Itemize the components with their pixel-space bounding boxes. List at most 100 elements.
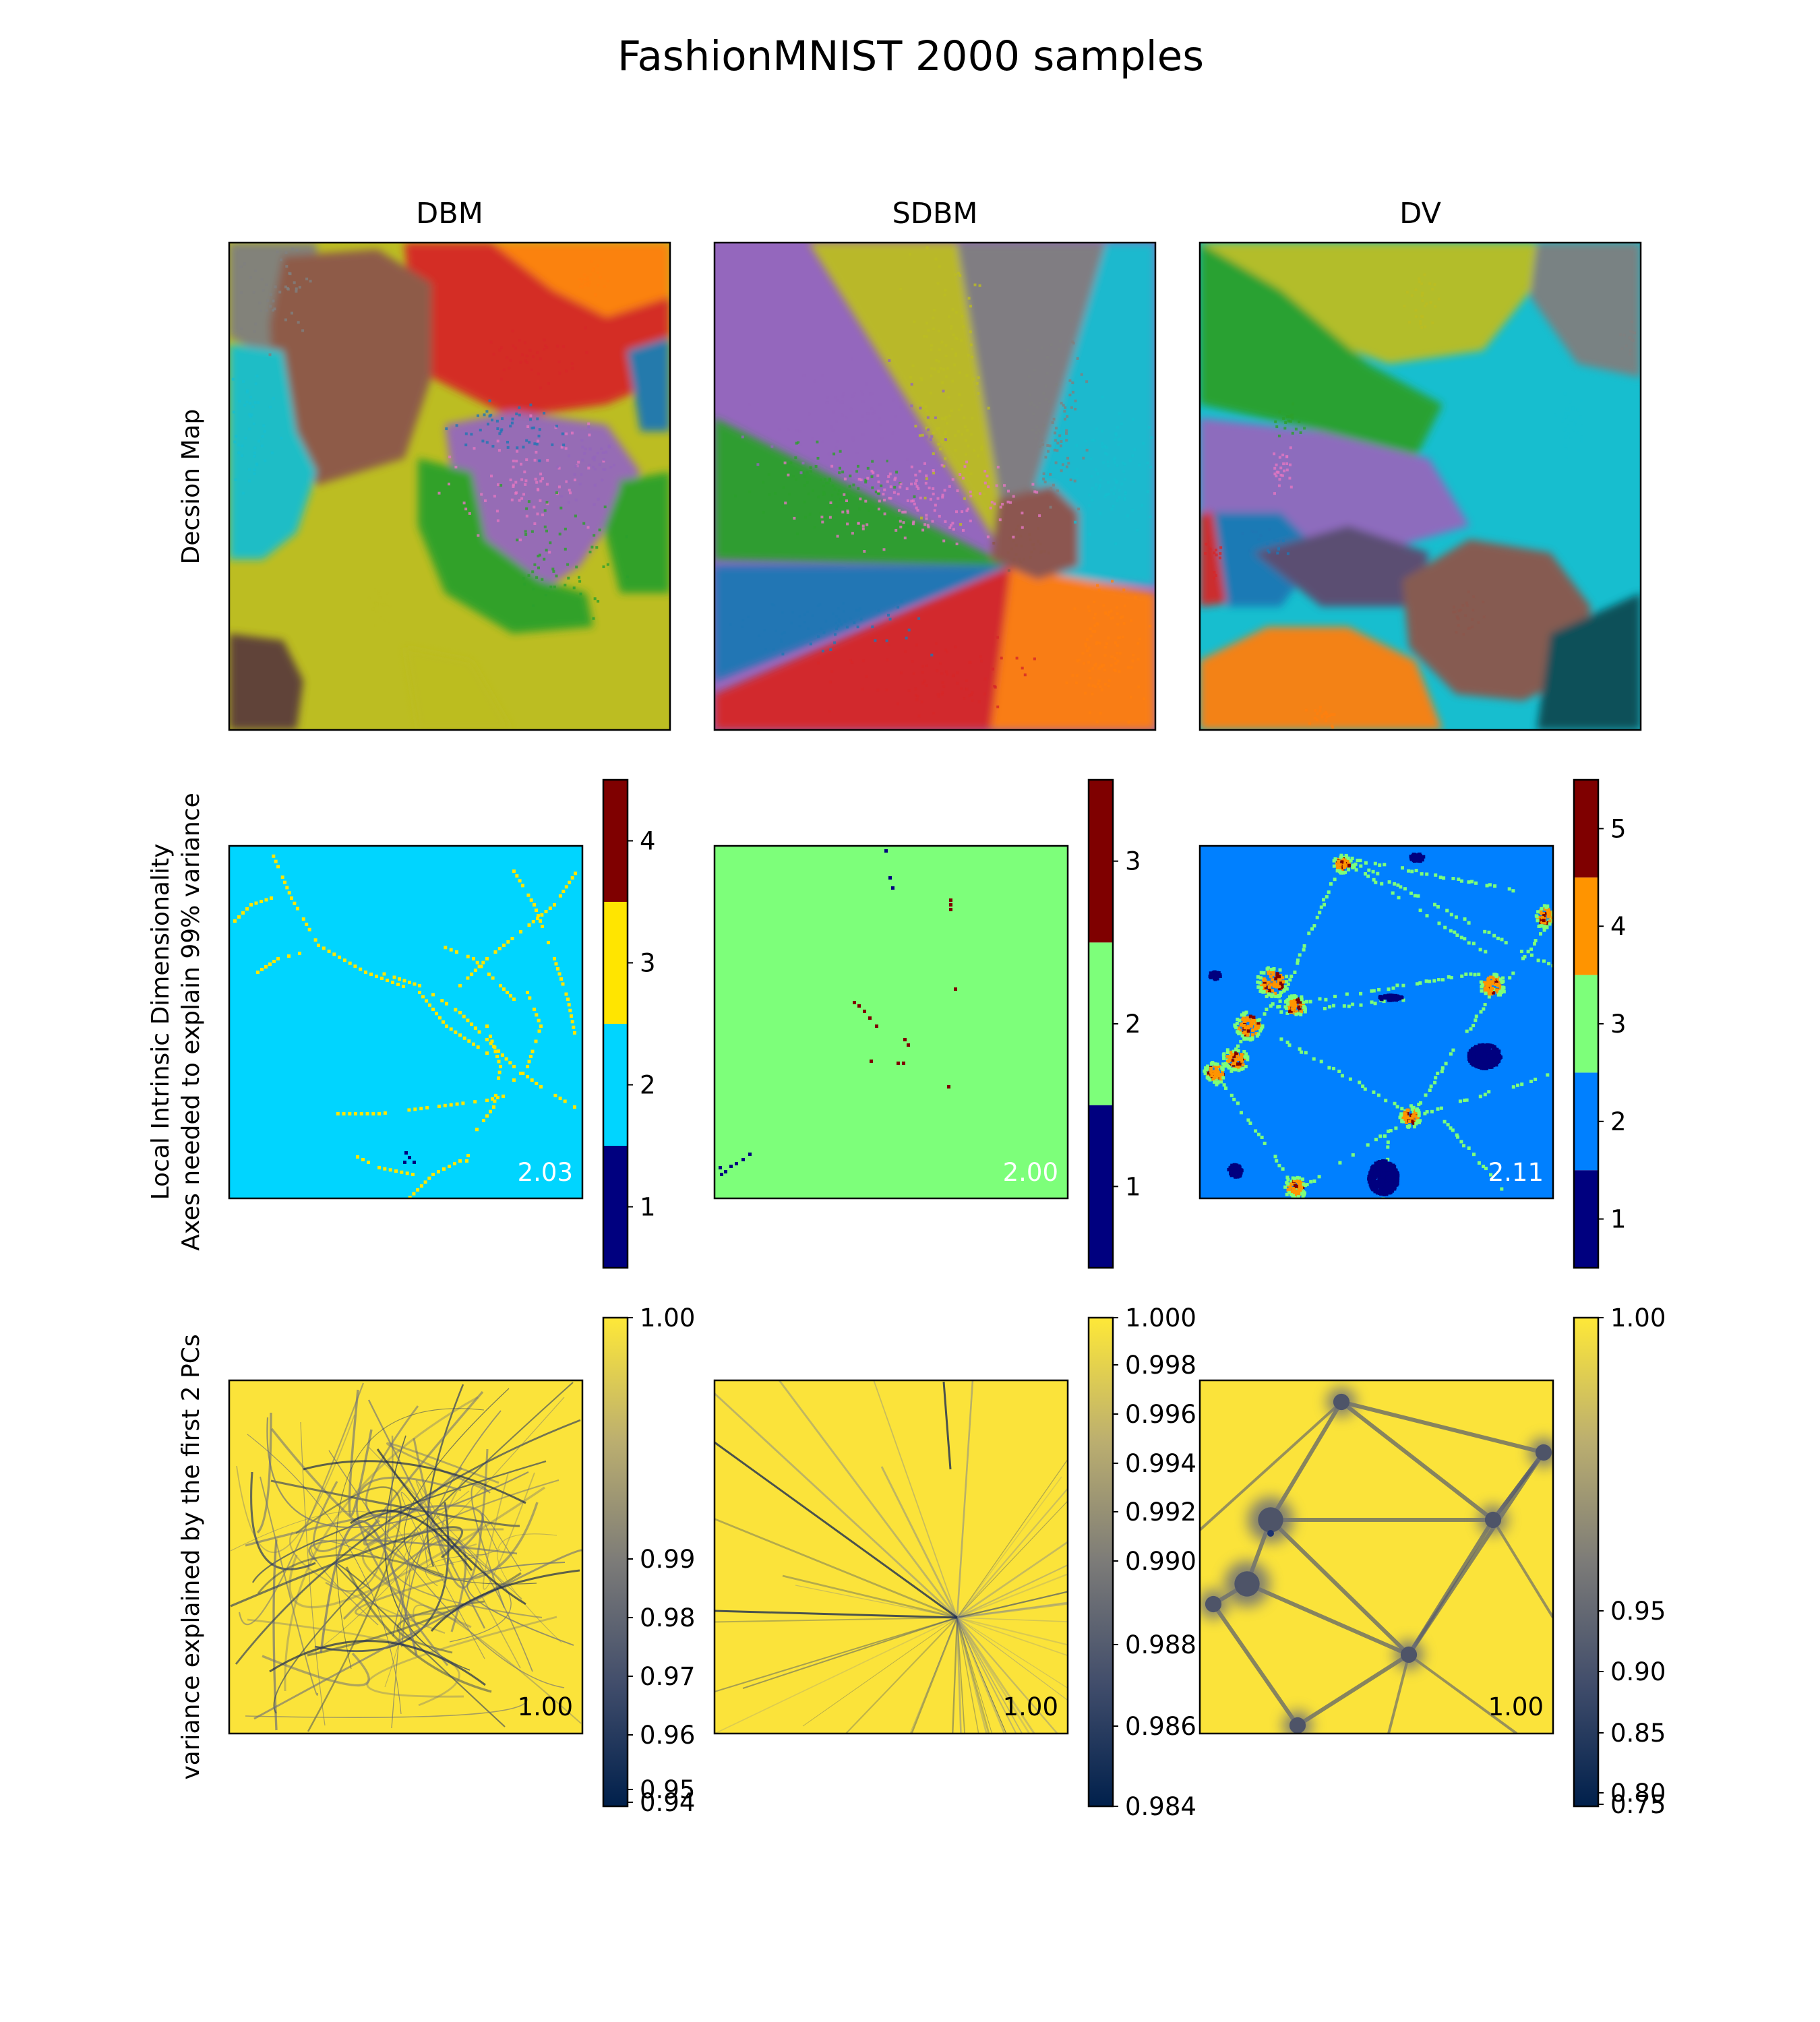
lid-pixel [557,972,562,976]
sample-point [1118,489,1121,492]
sample-point [1049,506,1052,509]
sample-point [897,605,900,609]
lid-pixel [1424,979,1428,983]
sample-point [987,406,990,410]
sample-point [293,281,296,284]
lid-pixel [1211,1077,1215,1081]
lid-pixel [1540,907,1544,911]
sample-point [1113,486,1116,489]
sample-point [1123,496,1126,499]
lid-pixel [539,919,542,923]
sample-point [1150,436,1153,439]
lid-pixel [1232,1173,1236,1177]
sample-point [849,658,852,662]
sample-point [848,485,851,488]
lid-pixel [553,1093,557,1097]
sample-point [969,343,973,346]
sample-point [923,496,927,499]
sample-point [583,452,586,455]
sample-point [1042,392,1045,395]
sample-point [932,471,936,474]
lid-pixel [1240,1168,1244,1172]
variance-stroke [303,1460,526,1504]
sample-point [1149,515,1152,518]
sample-point [859,497,862,501]
sample-point [965,439,967,442]
lid-pixel [1393,1184,1397,1188]
lid-pixel [264,965,268,969]
sample-point [286,288,290,291]
sample-point [1477,621,1480,624]
sample-point [583,284,586,287]
lid-pixel [1388,997,1392,1001]
sample-point [557,485,561,489]
sample-point [1105,642,1108,646]
sample-point [533,458,537,462]
sample-point [269,305,272,308]
lid-pixel [1296,961,1300,965]
sample-point [284,251,288,254]
sample-point [272,309,275,312]
lid-pixel [509,994,512,998]
sample-point [593,597,597,601]
sample-point [1414,315,1418,318]
lid-pixel [322,946,326,950]
lid-pixel [1226,1060,1230,1064]
sample-point [1051,421,1054,424]
lid-pixel [1366,1143,1370,1147]
lid-pixel [1407,869,1411,873]
lid-pixel [1256,985,1261,989]
sample-point [262,288,265,292]
lid-pixel [1248,1038,1252,1042]
sample-point [597,497,600,501]
sample-point [520,478,524,481]
lid-pixel [1413,894,1417,898]
lid-pixel [1291,1000,1295,1004]
sample-point [375,610,379,613]
sample-point [1091,499,1094,502]
sample-point [1091,684,1095,687]
sample-point [1281,539,1285,543]
sample-point [274,285,277,288]
sample-point [795,478,797,481]
sample-point [506,441,509,443]
colorbar-tick-label: 2 [640,1071,656,1100]
sample-point [921,402,924,405]
variance-stroke [361,1528,504,1628]
lid-pixel [369,973,373,976]
lid-pixel [1394,993,1397,998]
lid-pixel [1437,921,1441,925]
lid-pixel [863,1010,866,1013]
sample-point [1042,477,1045,481]
sample-point [1136,528,1139,532]
sample-point [1073,607,1076,611]
sample-point [588,280,592,284]
sample-point [845,625,849,629]
lid-pixel [428,1003,431,1007]
lid-pixel [408,1196,412,1198]
sample-point [1085,638,1089,641]
lid-pixel [1259,1027,1263,1031]
lid-pixel [1283,985,1287,989]
sample-point [836,440,839,443]
sample-point [546,502,549,506]
sample-point [903,510,907,514]
row-label-decision-map: Decsion Map [177,409,205,565]
lid-pixel [437,1170,440,1173]
lid-pixel [1494,983,1498,986]
colorbar-tick-label: 3 [1125,847,1141,876]
lid-pixel [1385,1184,1389,1188]
sample-point [605,450,608,454]
colorbar-tick-label: 1 [1610,1205,1627,1234]
sample-point [1101,395,1104,398]
sample-point [1068,394,1072,397]
colorbar-gradient [1087,1316,1114,1808]
sample-point [1465,601,1468,605]
lid-pixel [377,1166,381,1169]
sample-point [570,431,574,435]
variance-stroke [270,1479,520,1527]
sample-point [1018,557,1021,561]
lid-pixel [1497,1049,1501,1053]
sample-point [886,460,889,462]
lid-pixel [1265,1008,1269,1011]
